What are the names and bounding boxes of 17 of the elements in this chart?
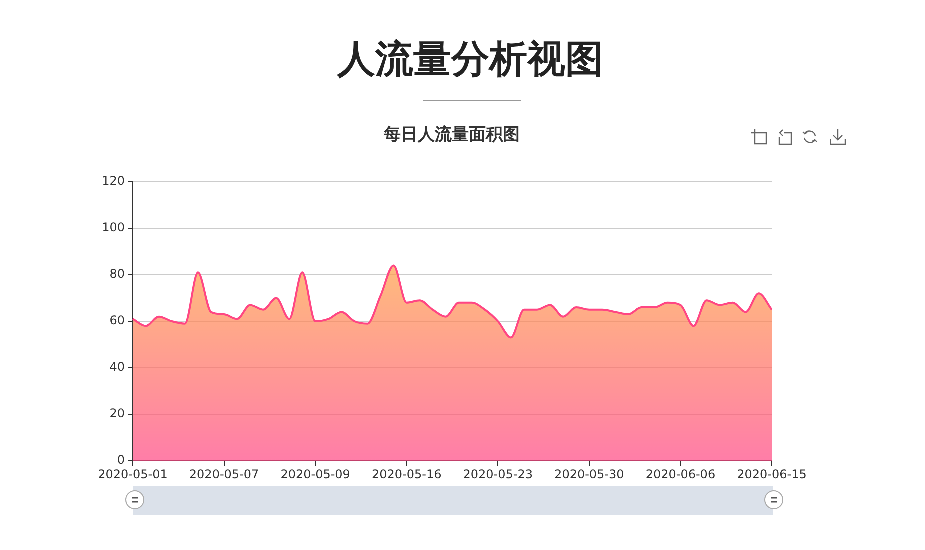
chart-title: 人流量分析视图 — [336, 36, 604, 82]
y-tick-label: 60 — [110, 314, 125, 328]
x-tick-label: 2020-06-15 — [737, 467, 807, 482]
y-tick-label: 80 — [110, 267, 125, 282]
x-tick-label: 2020-05-16 — [372, 467, 442, 482]
x-tick-label: 2020-05-23 — [463, 467, 534, 482]
chart-subtitle: 每日人流量面积图 — [383, 124, 521, 146]
x-tick-label: 2020-05-09 — [280, 467, 350, 482]
y-tick-label: 40 — [110, 360, 125, 374]
x-tick-label: 2020-05-30 — [554, 467, 624, 482]
x-tick-label: 2020-05-01 — [98, 467, 168, 482]
y-tick-label: 20 — [110, 406, 125, 421]
x-tick-label: 2020-06-06 — [646, 467, 716, 482]
y-tick-label: 100 — [102, 220, 125, 235]
y-tick-label: 0 — [117, 453, 125, 468]
x-tick-label: 2020-05-07 — [189, 467, 260, 482]
y-tick-label: 120 — [102, 174, 125, 188]
